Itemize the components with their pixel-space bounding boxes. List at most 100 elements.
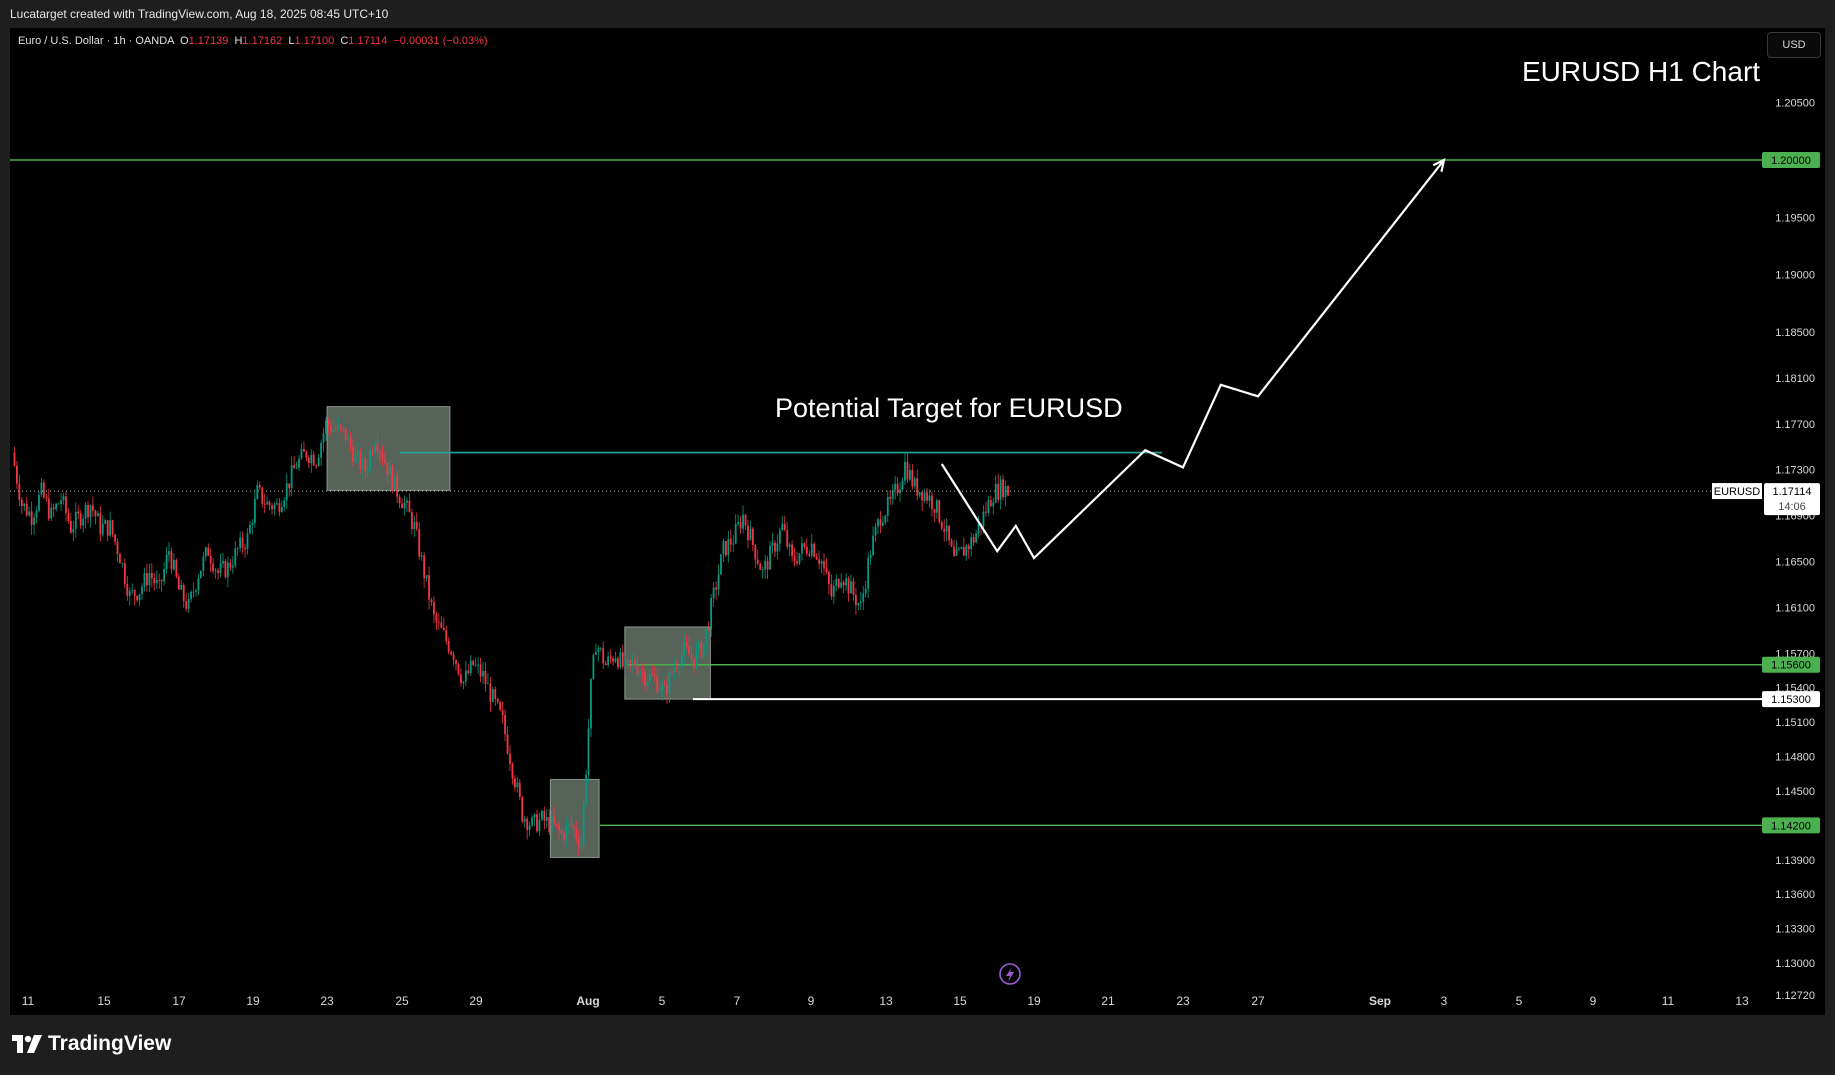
candle-body — [575, 828, 578, 839]
candle-body — [526, 818, 529, 830]
candle-body — [661, 684, 663, 691]
candle-body — [617, 658, 619, 668]
candle-body — [42, 482, 45, 498]
x-tick-label: 29 — [469, 994, 483, 1008]
candle-body — [624, 660, 627, 667]
candle-body — [639, 672, 641, 675]
candle-body — [614, 658, 617, 662]
candle-body — [52, 507, 55, 510]
candle-body — [702, 643, 705, 657]
candle-body — [553, 816, 556, 824]
candle-body — [158, 579, 161, 581]
candle-body — [700, 641, 703, 657]
candle-body — [109, 520, 112, 536]
chart-title: EURUSD H1 Chart — [1522, 56, 1761, 87]
candle-body — [590, 678, 592, 729]
x-tick-label: 27 — [1251, 994, 1265, 1008]
candle-body — [621, 652, 624, 667]
candle-body — [788, 544, 791, 547]
candle-body — [992, 502, 995, 507]
candle-body — [352, 446, 354, 463]
candle-body — [433, 602, 435, 615]
chart-panel[interactable] — [10, 28, 1825, 1015]
candle-body — [756, 559, 759, 564]
candle-body — [23, 503, 26, 506]
candle-body — [280, 506, 283, 512]
candle-body — [45, 497, 48, 499]
candle-body — [50, 507, 53, 519]
candle-body — [563, 833, 565, 840]
tradingview-logo[interactable]: TradingView — [12, 1032, 171, 1056]
candle-body — [729, 538, 732, 545]
candle-body — [305, 451, 308, 458]
candle-body — [119, 554, 121, 564]
y-tick-label: 1.18100 — [1775, 373, 1815, 385]
symbol-name[interactable]: Euro / U.S. Dollar · 1h · OANDA — [18, 35, 174, 47]
candle-body — [487, 683, 489, 685]
candle-body — [307, 457, 310, 464]
candle-body — [327, 420, 330, 427]
candle-body — [77, 511, 80, 514]
candle-body — [1007, 486, 1009, 496]
x-tick-label: 15 — [953, 994, 967, 1008]
candle-body — [641, 672, 644, 674]
candle-body — [558, 824, 560, 831]
candle-body — [533, 814, 536, 818]
high-label: H — [234, 35, 243, 47]
candle-body — [501, 710, 504, 715]
candle-body — [234, 548, 237, 566]
candle-body — [143, 573, 146, 588]
candle-body — [285, 483, 288, 501]
candle-body — [99, 513, 102, 535]
candle-body — [801, 543, 803, 554]
candle-body — [950, 540, 953, 547]
price-chart[interactable]: 1.20500 1.19500 1.19000 1.18500 1.18100 1.177… — [0, 0, 1835, 1015]
candle-body — [928, 495, 931, 501]
consolidation-zone[interactable] — [326, 406, 451, 491]
candle-body — [450, 651, 453, 655]
candle-body — [975, 533, 978, 543]
candle-body — [749, 528, 752, 541]
candle-body — [514, 778, 516, 788]
candle-body — [769, 545, 771, 570]
candle-body — [918, 492, 921, 496]
candle-body — [464, 670, 467, 682]
candle-body — [835, 578, 838, 587]
projection-path[interactable] — [940, 159, 1445, 560]
candle-body — [256, 485, 259, 499]
candle-body — [366, 467, 369, 472]
candle-body — [268, 501, 271, 506]
candle-body — [222, 560, 224, 564]
candle-body — [783, 523, 786, 531]
currency-button[interactable]: USD — [1767, 32, 1821, 58]
candle-body — [958, 548, 960, 550]
candle-body — [440, 622, 443, 628]
candle-body — [469, 660, 472, 674]
candle-body — [555, 823, 558, 825]
y-tick-label: 1.20500 — [1775, 98, 1815, 110]
candle-body — [94, 510, 97, 517]
target-annotation: Potential Target for EURUSD — [775, 393, 1123, 423]
candle-body — [540, 810, 543, 820]
y-tick-label: 1.14800 — [1775, 752, 1815, 764]
candle-body — [491, 689, 494, 702]
candle-body — [430, 599, 433, 603]
candle-body — [499, 701, 502, 711]
lightning-icon[interactable] — [999, 963, 1021, 985]
y-tick-label: 1.13300 — [1775, 924, 1815, 936]
candle-body — [317, 457, 320, 466]
candle-body — [283, 500, 286, 507]
candle-body — [582, 802, 585, 845]
y-tick-label: 1.12720 — [1775, 990, 1815, 1002]
candle-body — [413, 521, 416, 529]
candle-body — [842, 582, 845, 586]
candle-body — [325, 420, 327, 434]
candle-body — [148, 572, 151, 586]
x-tick-label: Sep — [1369, 994, 1391, 1008]
candle-body — [523, 818, 526, 822]
candle-body — [403, 502, 406, 509]
candle-body — [580, 844, 583, 847]
candle-body — [114, 534, 116, 542]
y-tick-label: 1.15100 — [1775, 717, 1815, 729]
consolidation-zone[interactable] — [549, 778, 600, 858]
